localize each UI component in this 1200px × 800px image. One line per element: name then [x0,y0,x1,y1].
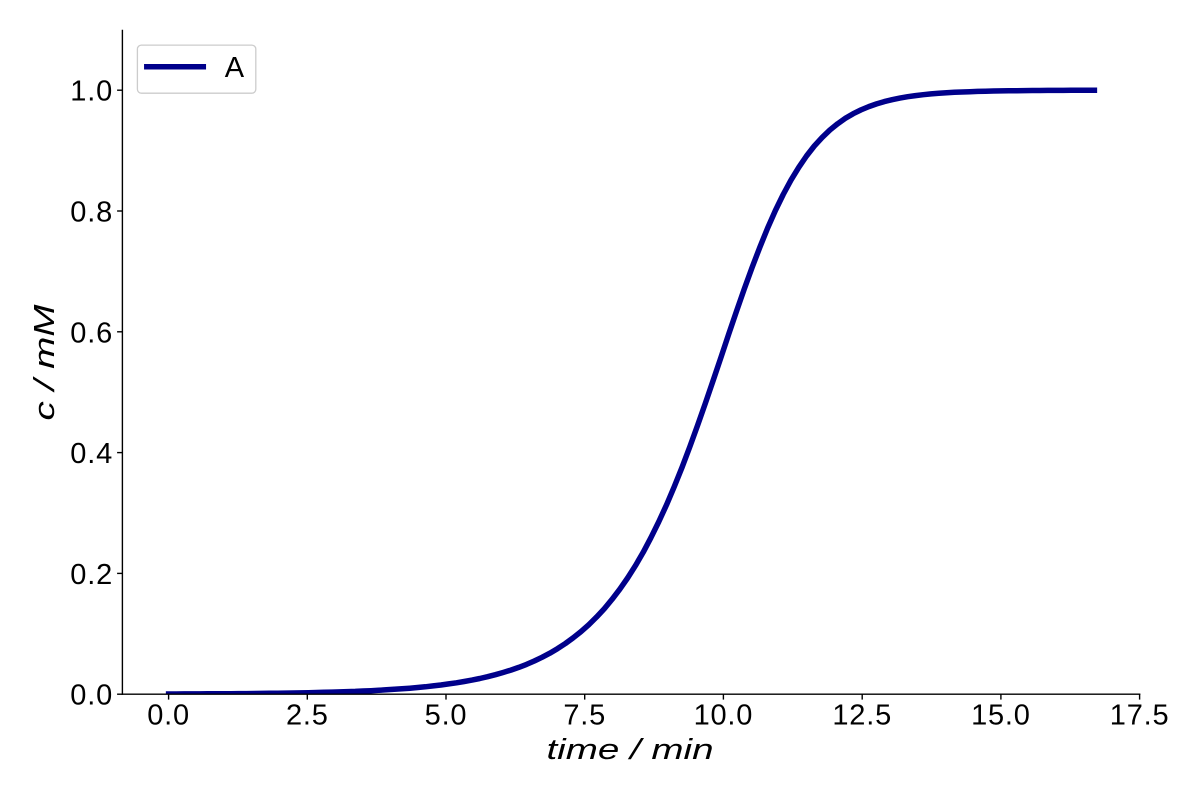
svg-text:0.6: 0.6 [70,317,113,349]
svg-text:0.8: 0.8 [70,197,113,229]
svg-text:c / mM: c / mM [29,304,61,421]
svg-text:7.5: 7.5 [563,700,606,732]
svg-text:0.2: 0.2 [70,559,113,591]
svg-text:0.4: 0.4 [70,438,113,470]
svg-text:17.5: 17.5 [1110,700,1170,732]
svg-text:0.0: 0.0 [70,680,113,712]
svg-text:15.0: 15.0 [971,700,1031,732]
svg-text:1.0: 1.0 [70,76,113,108]
svg-text:A: A [225,52,245,84]
svg-text:2.5: 2.5 [286,700,329,732]
svg-text:12.5: 12.5 [832,700,892,732]
svg-text:time / min: time / min [546,734,713,766]
svg-text:5.0: 5.0 [425,700,468,732]
svg-text:0.0: 0.0 [147,700,190,732]
svg-text:10.0: 10.0 [694,700,754,732]
